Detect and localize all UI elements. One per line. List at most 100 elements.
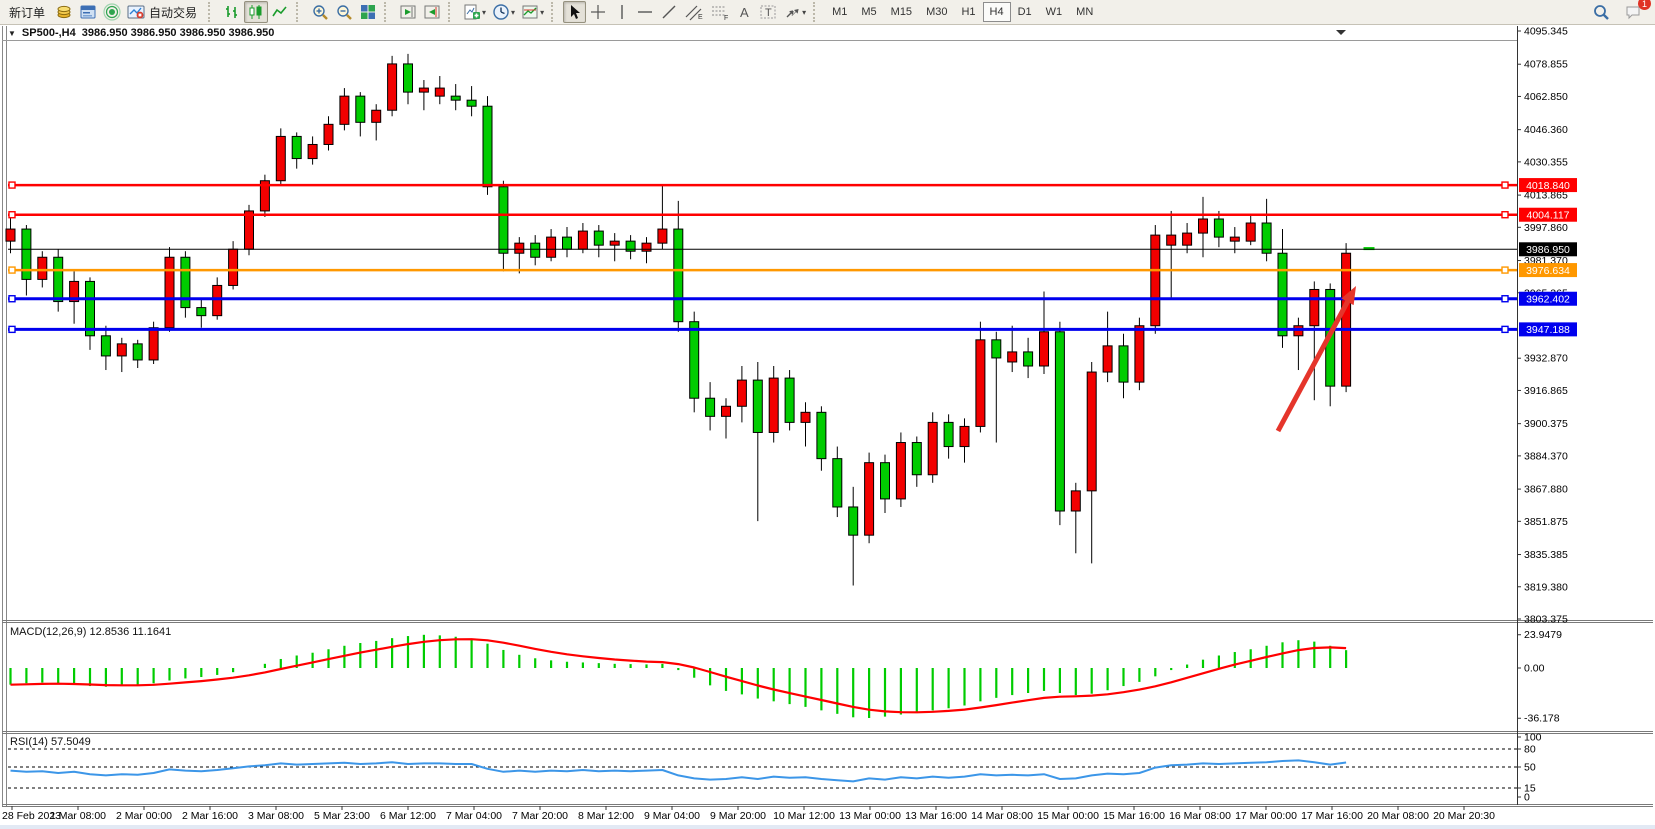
candle[interactable]: [1054, 331, 1065, 512]
equidistant-channel-tool-icon[interactable]: E: [681, 1, 707, 23]
chart-menu-triangle-icon[interactable]: ▼: [8, 28, 16, 38]
candle[interactable]: [991, 339, 1002, 359]
candle[interactable]: [1007, 351, 1018, 363]
tab-timeframe-W1[interactable]: W1: [1045, 6, 1063, 18]
candle[interactable]: [100, 335, 111, 357]
chart-shift-icon[interactable]: [396, 1, 420, 23]
line-handle[interactable]: [1501, 181, 1509, 189]
candle[interactable]: [895, 442, 906, 500]
line-handle[interactable]: [1501, 325, 1509, 334]
candle[interactable]: [1102, 345, 1113, 373]
candle[interactable]: [69, 280, 80, 303]
candlestick-chart-type-icon[interactable]: [244, 1, 269, 23]
auto-scroll-icon[interactable]: [420, 1, 444, 23]
candle[interactable]: [339, 95, 350, 125]
candle[interactable]: [721, 405, 731, 417]
candle[interactable]: [562, 236, 572, 250]
candle[interactable]: [355, 95, 366, 123]
candle[interactable]: [482, 105, 493, 188]
candle[interactable]: [1198, 218, 1208, 234]
zoom-in-icon[interactable]: [308, 1, 332, 23]
candle[interactable]: [736, 379, 747, 407]
tile-windows-icon[interactable]: [356, 1, 380, 23]
candle[interactable]: [85, 280, 95, 337]
candle[interactable]: [1086, 371, 1097, 492]
candle[interactable]: [848, 506, 859, 536]
tab-timeframe-H1[interactable]: H1: [961, 6, 976, 18]
line-handle[interactable]: [8, 266, 16, 274]
candle[interactable]: [657, 228, 668, 244]
candle[interactable]: [307, 143, 318, 160]
candle[interactable]: [593, 230, 604, 246]
text-tool-icon[interactable]: A: [733, 1, 756, 23]
candle[interactable]: [1166, 234, 1177, 246]
candle[interactable]: [1277, 252, 1288, 337]
candle[interactable]: [291, 135, 302, 160]
candle[interactable]: [132, 343, 143, 361]
candle[interactable]: [1229, 236, 1240, 242]
tab-timeframe-M1[interactable]: M1: [832, 6, 848, 18]
candle[interactable]: [577, 230, 588, 250]
tab-timeframe-M15[interactable]: M15: [890, 6, 913, 18]
search-icon[interactable]: [1589, 1, 1613, 23]
trendline-tool-icon[interactable]: [657, 1, 681, 23]
vertical-line-tool-icon[interactable]: [610, 1, 633, 23]
candle[interactable]: [1039, 331, 1049, 367]
line-handle[interactable]: [8, 211, 16, 219]
candle[interactable]: [228, 248, 239, 286]
candle[interactable]: [1213, 218, 1224, 238]
arrow-objects-icon[interactable]: ▾: [780, 1, 809, 23]
tab-timeframe-M5[interactable]: M5: [861, 6, 877, 18]
candle[interactable]: [864, 462, 875, 536]
candle[interactable]: [275, 135, 286, 182]
candle[interactable]: [911, 442, 922, 476]
candle[interactable]: [323, 123, 334, 145]
candle[interactable]: [1118, 345, 1129, 383]
candle[interactable]: [800, 411, 811, 423]
tab-timeframe-M30[interactable]: M30: [926, 6, 948, 18]
candle[interactable]: [768, 377, 779, 433]
crosshair-tool-icon[interactable]: [586, 1, 610, 23]
chart-template-icon[interactable]: ▾: [518, 1, 547, 23]
candle[interactable]: [1245, 222, 1256, 242]
candle[interactable]: [927, 421, 938, 476]
auto-trade-button[interactable]: 自动交易: [124, 1, 204, 23]
candle[interactable]: [21, 228, 32, 280]
candle[interactable]: [959, 425, 970, 448]
candle[interactable]: [387, 63, 398, 111]
line-handle[interactable]: [8, 181, 16, 189]
new-order-button[interactable]: 新订单: [2, 1, 52, 23]
candle[interactable]: [975, 339, 986, 427]
candle[interactable]: [530, 242, 541, 258]
line-handle[interactable]: [1501, 295, 1509, 303]
line-handle[interactable]: [1501, 266, 1509, 274]
tab-timeframe-H4[interactable]: H4: [982, 2, 1011, 22]
candle[interactable]: [244, 210, 254, 250]
tab-timeframe-MN[interactable]: MN: [1076, 6, 1094, 18]
candle[interactable]: [1341, 252, 1352, 387]
candle[interactable]: [450, 95, 461, 101]
candle[interactable]: [371, 109, 382, 123]
candle[interactable]: [212, 284, 223, 317]
candle[interactable]: [1182, 232, 1193, 246]
trend-arrow-head[interactable]: [1341, 286, 1356, 306]
candle[interactable]: [784, 377, 795, 423]
line-handle[interactable]: [1501, 211, 1509, 219]
bar-chart-type-icon[interactable]: [220, 1, 244, 23]
add-indicator-icon[interactable]: ▾: [460, 1, 489, 23]
candle[interactable]: [641, 242, 652, 252]
tab-timeframe-D1[interactable]: D1: [1017, 6, 1032, 18]
candle[interactable]: [434, 87, 445, 97]
candle[interactable]: [53, 256, 64, 303]
candle[interactable]: [816, 411, 827, 460]
candle[interactable]: [880, 462, 890, 500]
horizontal-line-tool-icon[interactable]: [633, 1, 657, 23]
candle[interactable]: [609, 240, 620, 246]
candle[interactable]: [498, 186, 509, 254]
candle[interactable]: [673, 228, 684, 323]
candle[interactable]: [752, 379, 763, 433]
line-handle[interactable]: [8, 295, 16, 303]
gold-coins-icon[interactable]: [52, 1, 76, 23]
candle[interactable]: [116, 343, 127, 357]
